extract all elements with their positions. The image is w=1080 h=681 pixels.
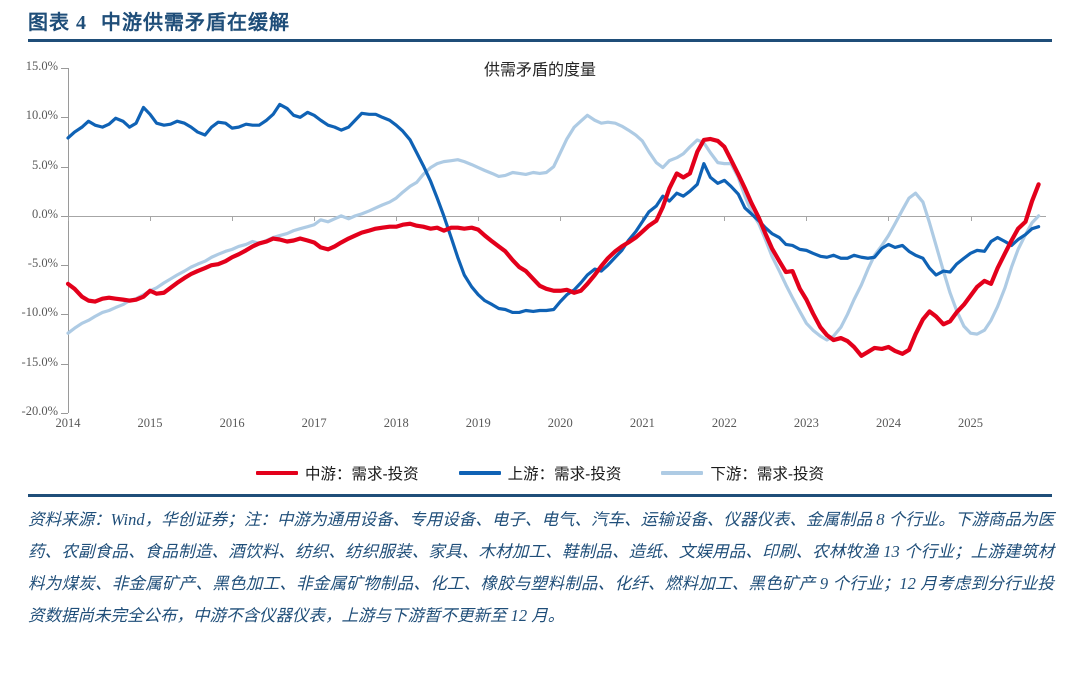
x-tick-label: 2017 (301, 416, 327, 430)
y-tick (61, 166, 68, 168)
chart-area: 供需矛盾的度量 15.0% 10.0% 5.0% 0.0% -5.0% -10.0% -15… (0, 44, 1080, 494)
legend-swatch-icon (661, 471, 704, 475)
x-tick-label: 2024 (875, 416, 901, 430)
legend-item[interactable]: 下游：需求-投资 (661, 462, 824, 484)
legend-item[interactable]: 上游：需求-投资 (458, 462, 622, 484)
zero-line (68, 215, 1046, 218)
y-tick-label: -15.0% (21, 354, 58, 369)
x-tick (232, 215, 234, 221)
x-tick (724, 215, 726, 221)
legend-label: 中游：需求-投资 (304, 466, 419, 483)
legend-label: 下游：需求-投资 (710, 466, 824, 483)
legend-label: 上游：需求-投资 (507, 466, 622, 483)
x-tick (560, 215, 562, 221)
x-tick-label: 2018 (383, 416, 409, 430)
header-divider (28, 39, 1052, 42)
x-tick-label: 2025 (958, 416, 984, 430)
y-tick (61, 117, 68, 119)
x-tick (888, 215, 890, 221)
figure-number: 图表 4 (28, 12, 87, 34)
y-tick (61, 413, 68, 414)
x-tick (314, 215, 316, 221)
x-tick-label: 2022 (711, 416, 737, 430)
y-tick-label: -20.0% (21, 404, 58, 418)
x-tick (970, 215, 972, 221)
series-line (65, 136, 1041, 358)
series-line (66, 102, 1041, 315)
legend-item[interactable]: 中游：需求-投资 (255, 462, 419, 484)
footer-divider (28, 494, 1052, 497)
chart-plot (65, 102, 1041, 358)
y-tick-label: 5.0% (31, 157, 58, 172)
legend-swatch-icon (458, 471, 501, 475)
series-line (66, 113, 1041, 342)
y-tick-label: -5.0% (27, 256, 58, 271)
x-tick (150, 215, 152, 221)
x-tick (806, 215, 808, 221)
y-tick-label: 15.0% (25, 59, 58, 73)
y-tick (61, 68, 68, 69)
y-tick (61, 363, 68, 365)
x-tick-label: 2019 (465, 416, 491, 430)
y-tick (61, 265, 68, 267)
x-tick-label: 2021 (629, 416, 655, 430)
x-tick (68, 215, 69, 221)
x-tick-label: 2023 (793, 416, 819, 430)
y-tick-label: -10.0% (21, 305, 58, 320)
figure-title-text: 中游供需矛盾在缓解 (101, 12, 290, 34)
chart-title: 供需矛盾的度量 (483, 62, 596, 79)
chart-legend: 中游：需求-投资 上游：需求-投资 下游：需求-投资 (0, 462, 1080, 484)
x-tick-label: 2016 (219, 416, 245, 430)
x-tick-label: 2014 (55, 416, 81, 430)
legend-swatch-icon (255, 471, 298, 475)
x-tick-label: 2015 (137, 416, 163, 430)
y-tick-label: 10.0% (25, 108, 58, 123)
figure-title: 图表 4 中游供需矛盾在缓解 (28, 6, 290, 35)
x-tick (478, 215, 480, 221)
y-axis-line (68, 68, 69, 413)
y-tick (61, 215, 68, 217)
figure-header: 图表 4 中游供需矛盾在缓解 (0, 0, 1080, 42)
y-tick-label: 0.0% (31, 206, 58, 221)
x-tick (396, 215, 398, 221)
x-tick-label: 2020 (547, 416, 573, 430)
y-tick (61, 314, 68, 316)
source-note: 资料来源：Wind，华创证券；注：中游为通用设备、专用设备、电子、电气、汽车、运… (28, 510, 1054, 625)
